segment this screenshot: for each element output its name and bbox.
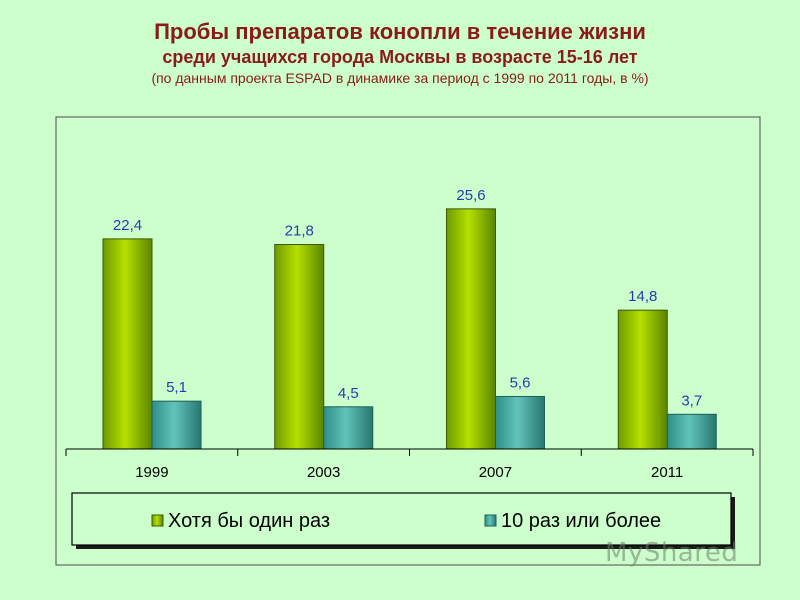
- data-label: 25,6: [456, 187, 485, 204]
- bar-ten-or-more-2011: [666, 413, 717, 450]
- bar-at-least-once-2007: [446, 208, 496, 450]
- data-label: 3,7: [681, 392, 702, 409]
- data-label: 21,8: [285, 223, 314, 240]
- bar-ten-or-more-2007: [495, 395, 545, 450]
- bar-at-least-once-2003: [274, 244, 325, 450]
- chart-title: Пробы препаратов конопли в течение жизни: [154, 19, 646, 44]
- data-label: 5,1: [166, 379, 187, 396]
- x-tick-label: 2003: [307, 464, 340, 481]
- data-label: 4,5: [338, 385, 359, 402]
- data-label: 5,6: [510, 374, 531, 391]
- bar-ten-or-more-2003: [323, 406, 374, 450]
- legend-swatch: [151, 514, 164, 527]
- title-block: Пробы препаратов конопли в течение жизни…: [0, 18, 800, 88]
- legend-swatch: [484, 514, 497, 527]
- chart-subtitle: среди учащихся города Москвы в возрасте …: [162, 47, 638, 67]
- legend-box: [71, 492, 732, 546]
- watermark-logo: MyShared: [605, 538, 739, 568]
- legend-label: 10 раз или более: [501, 510, 661, 532]
- x-tick-label: 2007: [479, 464, 512, 481]
- data-label: 22,4: [113, 217, 142, 234]
- legend-label: Хотя бы один раз: [168, 510, 330, 532]
- bar-ten-or-more-1999: [151, 400, 202, 450]
- x-tick-label: 1999: [135, 464, 168, 481]
- chart-note: (по данным проекта ESPAD в динамике за п…: [151, 70, 649, 86]
- data-label: 14,8: [628, 288, 657, 305]
- bar-at-least-once-2011: [617, 309, 668, 450]
- bar-at-least-once-1999: [102, 238, 153, 450]
- x-tick-label: 2011: [651, 464, 683, 481]
